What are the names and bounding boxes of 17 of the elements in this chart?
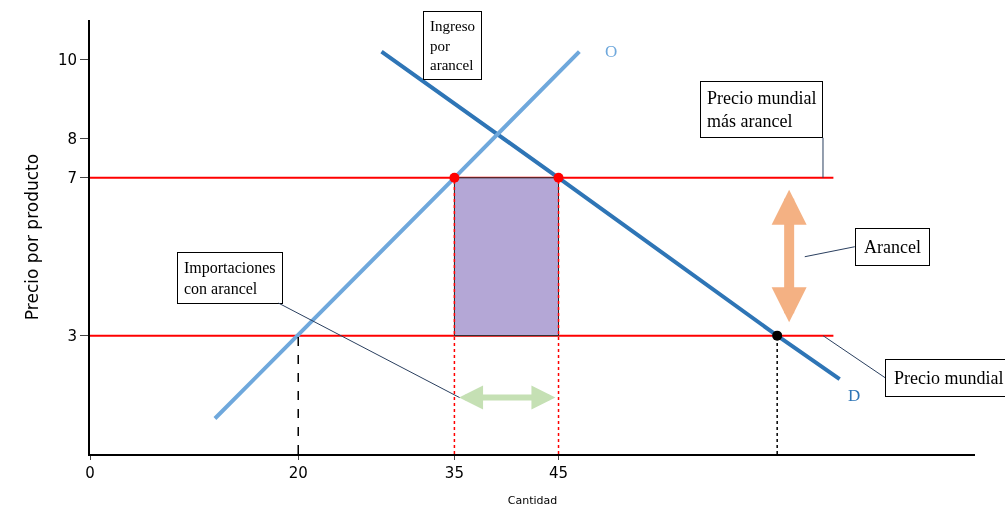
x-tick-label: 0 (85, 464, 95, 482)
y-tick-label: 8 (67, 129, 77, 148)
ref-line-label: Precio mundial (894, 368, 1004, 388)
annotation: Arancel (864, 237, 921, 257)
y-axis-title: Precio por producto (21, 153, 42, 321)
y-tick-label: 3 (67, 326, 77, 345)
ref-line-label: Precio mundial más arancel (707, 88, 817, 132)
series-label: O (605, 42, 618, 61)
x-tick-label: 45 (548, 464, 569, 482)
x-axis-title: Cantidad (507, 493, 558, 507)
series-label: D (848, 386, 861, 405)
x-tick-label: 35 (444, 464, 464, 482)
x-tick-label: 20 (288, 464, 308, 482)
y-tick-label: 7 (67, 169, 77, 188)
annotation: Importaciones con arancel (184, 259, 276, 297)
y-tick-label: 10 (57, 50, 77, 69)
annotation: Ingreso por arancel (430, 18, 475, 73)
